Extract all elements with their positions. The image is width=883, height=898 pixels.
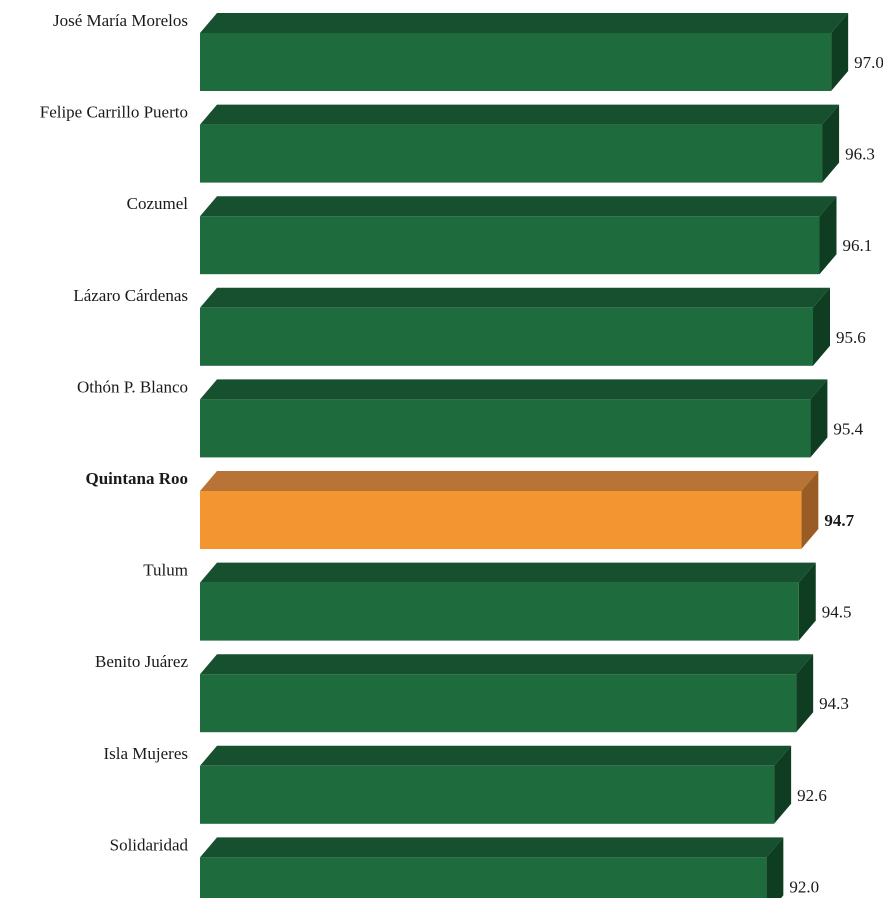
bar-front-face bbox=[200, 216, 820, 275]
bar-top-face bbox=[200, 745, 792, 766]
value-label: 95.4 bbox=[833, 419, 863, 438]
bar-front-face bbox=[200, 124, 823, 183]
bar-top-face bbox=[200, 562, 816, 583]
value-label: 94.3 bbox=[819, 694, 849, 713]
bar-side-face bbox=[813, 287, 831, 366]
bar-side-face bbox=[796, 654, 814, 733]
value-label: 95.6 bbox=[836, 328, 866, 347]
value-label: 92.0 bbox=[789, 877, 819, 896]
bar-benito-juarez bbox=[200, 654, 814, 733]
value-label: 96.3 bbox=[845, 145, 875, 164]
bar-top-face bbox=[200, 379, 828, 400]
value-label: 94.7 bbox=[824, 511, 854, 530]
bar-solidaridad bbox=[200, 837, 784, 898]
bar-front-face bbox=[200, 674, 797, 733]
bar-top-face bbox=[200, 654, 814, 675]
bar-front-face bbox=[200, 765, 775, 824]
category-label: José María Morelos bbox=[53, 11, 188, 30]
category-label: Benito Juárez bbox=[95, 652, 188, 671]
bar-side-face bbox=[822, 104, 840, 183]
bar-isla-mujeres bbox=[200, 745, 792, 824]
bar-top-face bbox=[200, 287, 831, 308]
bar-side-face bbox=[831, 13, 849, 91]
category-label: Felipe Carrillo Puerto bbox=[40, 103, 188, 122]
bar-front-face bbox=[200, 399, 811, 458]
bar-side-face bbox=[801, 471, 819, 549]
bar-felipe-carrillo-puerto bbox=[200, 104, 840, 183]
category-label: Cozumel bbox=[127, 194, 189, 213]
bar-lazaro-cardenas bbox=[200, 287, 831, 366]
value-label: 94.5 bbox=[822, 603, 852, 622]
category-label: Othón P. Blanco bbox=[77, 377, 188, 396]
bar-othon-p-blanco bbox=[200, 379, 828, 458]
bar-side-face bbox=[774, 745, 792, 824]
bar-top-face bbox=[200, 196, 837, 217]
bar-side-face bbox=[798, 562, 816, 641]
value-label: 96.1 bbox=[842, 236, 872, 255]
bar-front-face bbox=[200, 582, 799, 641]
category-label: Quintana Roo bbox=[86, 469, 189, 488]
bar-jose-maria-morelos bbox=[200, 13, 849, 91]
bar-front-face bbox=[200, 491, 802, 549]
category-label: Lázaro Cárdenas bbox=[73, 286, 188, 305]
bar-side-face bbox=[819, 196, 837, 275]
value-label: 97.0 bbox=[854, 53, 883, 72]
value-label: 92.6 bbox=[797, 786, 827, 805]
category-label: Tulum bbox=[143, 561, 188, 580]
bar-front-face bbox=[200, 33, 832, 91]
bar-top-face bbox=[200, 13, 849, 33]
bar-tulum bbox=[200, 562, 816, 641]
bar-quintana-roo bbox=[200, 471, 819, 549]
bar-cozumel bbox=[200, 196, 837, 275]
bar-top-face bbox=[200, 104, 840, 125]
bar-side-face bbox=[810, 379, 828, 458]
bar-side-face bbox=[766, 837, 784, 898]
bar-front-face bbox=[200, 857, 767, 898]
bar-top-face bbox=[200, 837, 784, 858]
bar-front-face bbox=[200, 307, 814, 366]
category-label: Solidaridad bbox=[110, 835, 189, 854]
bar-top-face bbox=[200, 471, 819, 491]
category-label: Isla Mujeres bbox=[103, 744, 188, 763]
